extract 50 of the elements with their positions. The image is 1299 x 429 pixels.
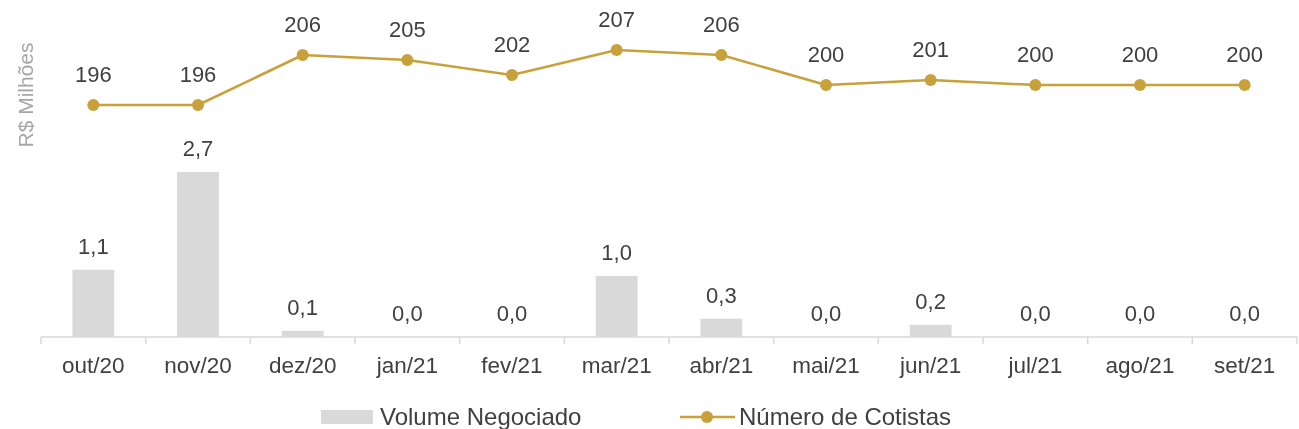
x-tick-label: mai/21 [792,353,860,378]
data-label: 206 [284,12,322,37]
data-label: 207 [598,7,636,32]
data-label: 200 [1016,42,1054,67]
point [1134,79,1146,91]
x-tick-label: out/20 [62,353,125,378]
point [924,74,937,86]
data-label: 0,0 [392,301,423,326]
data-label: 200 [1226,42,1264,67]
data-label: 0,0 [1020,301,1051,326]
x-tick-label: dez/20 [268,353,337,378]
data-label: 2,7 [182,136,214,161]
x-tick-label: jul/21 [1007,353,1063,378]
data-label: 202 [493,32,531,57]
x-tick-label: jun/21 [899,353,962,378]
data-label: 196 [74,62,112,87]
data-label: 206 [702,12,740,37]
point [1029,79,1042,91]
data-label: 0,0 [1124,301,1156,326]
data-label: 1,1 [78,233,109,259]
data-label: 196 [179,62,217,87]
data-label: 0,2 [915,288,946,314]
point [192,99,204,111]
x-tick-label: set/21 [1214,353,1276,378]
x-tick-label: ago/21 [1105,353,1175,378]
point [401,54,414,66]
data-label: 205 [388,17,426,42]
data-label: 1,0 [601,239,632,265]
point [1238,79,1251,91]
x-tick-label: mar/21 [581,353,652,378]
point [506,69,518,81]
data-label: 200 [807,42,845,67]
point [610,44,623,56]
x-tick-label: abr/21 [689,353,754,378]
data-label: 0,0 [810,301,842,326]
y-axis-title: R$ Milhões [14,42,37,148]
data-label: 201 [912,37,950,62]
data-label: 200 [1121,42,1159,67]
data-label: 0,0 [496,301,528,326]
point [820,79,832,91]
point [87,99,100,111]
data-label: 0,0 [1229,301,1260,326]
data-label: 0,1 [287,294,318,320]
legend-label: Número de Cotistas [739,403,952,429]
point [296,49,309,61]
point [715,49,728,61]
data-label: 0,3 [706,282,737,308]
x-tick-label: fev/21 [481,353,543,378]
x-tick-label: nov/20 [164,353,232,378]
x-tick-label: jan/21 [375,353,438,378]
